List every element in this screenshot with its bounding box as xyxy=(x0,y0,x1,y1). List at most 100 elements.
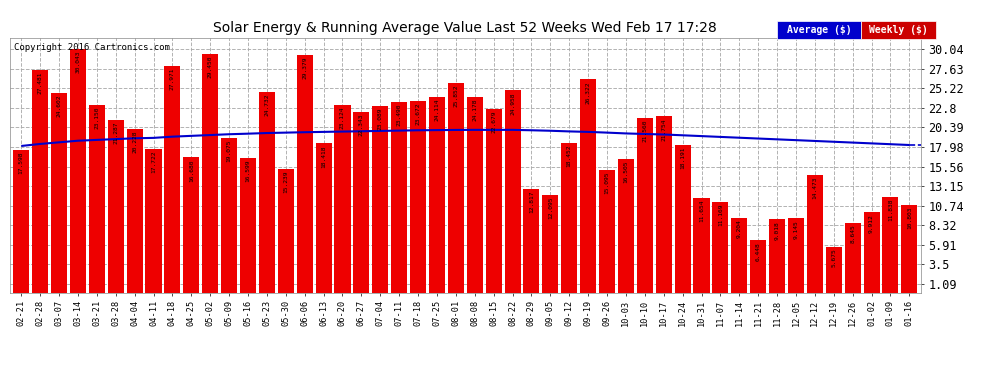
Text: 24.178: 24.178 xyxy=(472,98,477,121)
Text: 23.124: 23.124 xyxy=(340,107,345,129)
Text: Copyright 2016 Cartronics.com: Copyright 2016 Cartronics.com xyxy=(15,43,170,52)
Bar xyxy=(429,97,445,292)
Text: 29.450: 29.450 xyxy=(208,56,213,78)
Bar xyxy=(447,83,464,292)
Bar xyxy=(788,219,804,292)
Bar xyxy=(750,240,766,292)
Text: 16.680: 16.680 xyxy=(189,159,194,182)
Text: 16.599: 16.599 xyxy=(246,160,250,182)
Bar xyxy=(164,66,180,292)
Bar xyxy=(146,149,161,292)
Bar xyxy=(826,246,842,292)
Text: 6.448: 6.448 xyxy=(755,242,760,261)
Text: 9.204: 9.204 xyxy=(737,220,742,239)
Bar xyxy=(863,212,879,292)
Text: 15.095: 15.095 xyxy=(605,172,610,194)
Bar xyxy=(258,92,275,292)
Bar xyxy=(410,101,426,292)
Text: 10.803: 10.803 xyxy=(907,207,912,229)
Text: 17.598: 17.598 xyxy=(19,152,24,174)
Bar xyxy=(51,93,67,292)
Text: 20.228: 20.228 xyxy=(132,130,138,153)
Text: 12.817: 12.817 xyxy=(529,190,534,213)
Text: 21.560: 21.560 xyxy=(643,120,647,142)
Text: 25.852: 25.852 xyxy=(453,85,458,107)
Text: 21.754: 21.754 xyxy=(661,118,666,141)
Text: 11.169: 11.169 xyxy=(718,204,723,226)
Bar xyxy=(637,118,652,292)
Text: 11.654: 11.654 xyxy=(699,200,704,222)
Bar xyxy=(221,138,238,292)
Bar xyxy=(316,143,332,292)
Text: 18.418: 18.418 xyxy=(321,145,326,168)
Text: 23.672: 23.672 xyxy=(416,102,421,125)
Text: 18.452: 18.452 xyxy=(566,145,572,167)
Bar xyxy=(372,106,388,292)
Text: 23.089: 23.089 xyxy=(378,107,383,130)
Text: 19.075: 19.075 xyxy=(227,140,232,162)
Text: 24.114: 24.114 xyxy=(435,99,440,122)
Bar xyxy=(599,170,615,292)
Bar xyxy=(769,219,785,292)
Bar xyxy=(240,158,256,292)
Title: Solar Energy & Running Average Value Last 52 Weeks Wed Feb 17 17:28: Solar Energy & Running Average Value Las… xyxy=(214,21,717,35)
Text: 27.971: 27.971 xyxy=(170,68,175,90)
Text: 22.679: 22.679 xyxy=(491,111,496,133)
Bar xyxy=(844,222,860,292)
Text: 24.602: 24.602 xyxy=(56,95,61,117)
Text: 9.145: 9.145 xyxy=(793,220,799,239)
Text: 8.645: 8.645 xyxy=(850,224,855,243)
Bar xyxy=(505,90,521,292)
Text: 15.239: 15.239 xyxy=(283,171,288,193)
Text: 21.287: 21.287 xyxy=(113,122,118,144)
Bar xyxy=(108,120,124,292)
Text: 14.473: 14.473 xyxy=(813,177,818,200)
Bar xyxy=(732,218,747,292)
Text: 24.958: 24.958 xyxy=(510,92,515,115)
Bar xyxy=(297,55,313,292)
Bar xyxy=(580,80,596,292)
Text: 24.732: 24.732 xyxy=(264,94,269,116)
Text: 5.675: 5.675 xyxy=(832,248,837,267)
Bar xyxy=(278,169,294,292)
Text: 23.150: 23.150 xyxy=(94,107,99,129)
Text: 11.838: 11.838 xyxy=(888,198,893,221)
Bar xyxy=(561,143,577,292)
Bar xyxy=(202,54,218,292)
Bar xyxy=(466,97,483,292)
Text: Average ($): Average ($) xyxy=(787,26,851,35)
Bar xyxy=(693,198,710,292)
Text: 12.095: 12.095 xyxy=(547,196,552,219)
Bar xyxy=(807,176,823,292)
Bar xyxy=(543,195,558,292)
Bar xyxy=(901,205,918,292)
Bar xyxy=(183,158,199,292)
Bar xyxy=(674,145,691,292)
Text: 27.481: 27.481 xyxy=(38,72,43,94)
Text: 22.343: 22.343 xyxy=(358,113,364,136)
Bar xyxy=(713,202,729,292)
Bar xyxy=(335,105,350,292)
Text: 23.490: 23.490 xyxy=(397,104,402,126)
Bar xyxy=(391,102,407,292)
Bar xyxy=(89,105,105,292)
Bar xyxy=(655,116,672,292)
Text: 9.912: 9.912 xyxy=(869,214,874,232)
Text: 17.722: 17.722 xyxy=(151,151,156,173)
Text: 9.018: 9.018 xyxy=(774,221,779,240)
Text: 29.379: 29.379 xyxy=(302,56,307,79)
Text: 18.191: 18.191 xyxy=(680,147,685,170)
Text: Weekly ($): Weekly ($) xyxy=(869,26,928,35)
Text: 16.505: 16.505 xyxy=(624,160,629,183)
Bar xyxy=(13,150,30,292)
Bar xyxy=(127,129,143,292)
Bar xyxy=(353,112,369,292)
Bar xyxy=(486,109,502,292)
Bar xyxy=(618,159,634,292)
Bar xyxy=(882,196,899,292)
Bar xyxy=(524,189,540,292)
Bar xyxy=(32,70,49,292)
Text: 30.043: 30.043 xyxy=(75,51,80,74)
Bar xyxy=(70,49,86,292)
Text: 26.322: 26.322 xyxy=(586,81,591,104)
